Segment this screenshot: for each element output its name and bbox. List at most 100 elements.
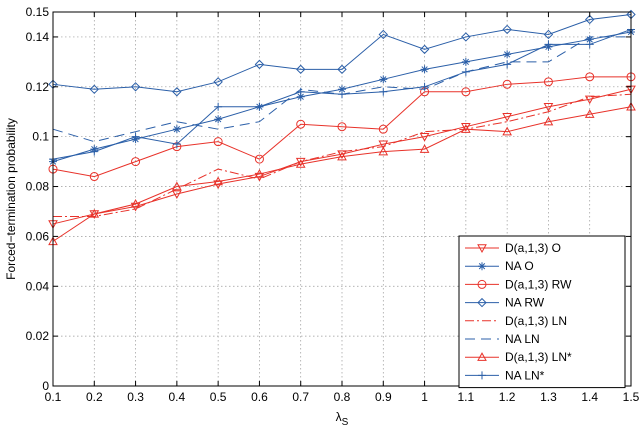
data-point xyxy=(585,14,595,25)
data-point xyxy=(214,102,223,111)
legend-marker xyxy=(477,297,487,308)
data-point xyxy=(89,208,100,218)
x-tick-label: 0.3 xyxy=(127,390,144,404)
data-point xyxy=(338,85,346,94)
data-point xyxy=(584,95,595,105)
x-tick-label: 0.2 xyxy=(86,390,103,404)
data-point xyxy=(419,144,430,153)
x-axis-label-subscript: S xyxy=(342,417,349,428)
data-point xyxy=(543,29,554,40)
legend-label: NA O xyxy=(505,259,534,273)
y-tick-label: 0.08 xyxy=(26,180,50,194)
y-tick-label: 0.14 xyxy=(26,30,50,44)
y-tick-label: 0.1 xyxy=(32,130,49,144)
data-point xyxy=(296,119,306,129)
data-point xyxy=(543,103,554,112)
legend-label: NA LN* xyxy=(505,368,545,382)
legend-label: NA RW xyxy=(505,296,545,310)
data-point xyxy=(379,87,388,96)
series-line xyxy=(52,106,632,242)
data-point xyxy=(337,122,347,132)
data-point xyxy=(503,50,512,59)
data-point xyxy=(338,90,346,99)
data-point xyxy=(502,79,512,89)
data-point xyxy=(585,40,594,49)
data-point xyxy=(295,159,306,168)
data-point xyxy=(585,35,594,44)
x-tick-label: 1.3 xyxy=(540,390,557,404)
data-point xyxy=(420,82,429,91)
x-axis-label-main: λ xyxy=(336,410,342,424)
data-point xyxy=(378,124,388,134)
data-point xyxy=(254,154,264,164)
data-point xyxy=(503,60,512,69)
x-tick-label: 0.1 xyxy=(45,390,62,404)
series-na-ln xyxy=(49,25,635,164)
series-d-a-1-3-ln xyxy=(53,93,632,217)
legend-label: D(a,1,3) LN* xyxy=(505,350,572,364)
data-point xyxy=(461,87,471,97)
x-tick-label: 1.1 xyxy=(458,390,475,404)
x-tick-label: 0.9 xyxy=(375,390,392,404)
data-point xyxy=(172,140,181,149)
data-point xyxy=(378,146,389,156)
data-point xyxy=(461,122,471,132)
x-tick-label: 0.4 xyxy=(169,390,186,404)
data-point xyxy=(296,92,305,101)
legend-label: D(a,1,3) LN xyxy=(505,314,567,328)
data-point xyxy=(172,190,182,200)
y-axis-label: Forced−termination probability xyxy=(4,118,18,280)
data-point xyxy=(213,77,223,87)
series-line xyxy=(52,13,632,93)
legend-label: D(a,1,3) RW xyxy=(505,277,572,291)
data-point xyxy=(90,147,99,156)
data-point xyxy=(378,140,389,150)
series-line xyxy=(52,76,631,178)
data-point xyxy=(213,176,223,186)
data-point xyxy=(254,59,265,70)
axis-ticks xyxy=(52,11,632,387)
series-na-rw xyxy=(48,9,636,97)
data-point xyxy=(254,169,265,178)
data-point xyxy=(172,125,181,134)
legend-entry: D(a,1,3) RW xyxy=(465,277,572,291)
data-point xyxy=(131,157,141,167)
data-point xyxy=(461,57,470,66)
x-tick-label: 0.7 xyxy=(292,390,309,404)
data-point xyxy=(214,115,223,124)
legend-marker xyxy=(477,352,487,361)
data-point xyxy=(543,77,553,87)
data-point xyxy=(89,84,99,95)
legend-entry: D(a,1,3) LN* xyxy=(465,350,572,364)
data-point xyxy=(255,102,264,111)
data-point xyxy=(584,109,595,118)
x-tick-label: 1.2 xyxy=(499,390,516,404)
y-tick-label: 0.02 xyxy=(26,329,50,343)
y-tick-label: 0.06 xyxy=(26,229,50,243)
data-point xyxy=(337,64,347,75)
data-point xyxy=(296,64,306,75)
legend-marker xyxy=(478,371,486,380)
data-point xyxy=(461,32,471,42)
x-tick-label: 1.4 xyxy=(581,390,598,404)
data-point xyxy=(89,172,99,182)
y-tick-label: 0 xyxy=(42,379,49,393)
series-d-a-1-3-ln xyxy=(48,101,636,246)
grid xyxy=(53,12,631,386)
series-line xyxy=(53,93,632,217)
data-point xyxy=(502,126,512,136)
legend-label: D(a,1,3) O xyxy=(505,241,561,255)
legend-entry: NA LN* xyxy=(465,368,545,382)
x-tick-label: 1.5 xyxy=(623,390,640,404)
legend-entry: D(a,1,3) O xyxy=(465,241,561,255)
data-point xyxy=(543,116,554,126)
legend-entry: NA O xyxy=(465,259,534,273)
data-point xyxy=(213,137,223,147)
tick-labels: 0.1 0.2 0.3 0.4 0.5 0.6 0.7 0.8 0.9 1 1.1 1.2 1.3 1.4… xyxy=(26,5,640,404)
data-point xyxy=(130,198,141,208)
y-tick-label: 0.04 xyxy=(26,279,50,293)
x-tick-label: 0.5 xyxy=(210,390,227,404)
y-tick-label: 0.12 xyxy=(26,80,50,94)
data-point xyxy=(378,29,388,40)
